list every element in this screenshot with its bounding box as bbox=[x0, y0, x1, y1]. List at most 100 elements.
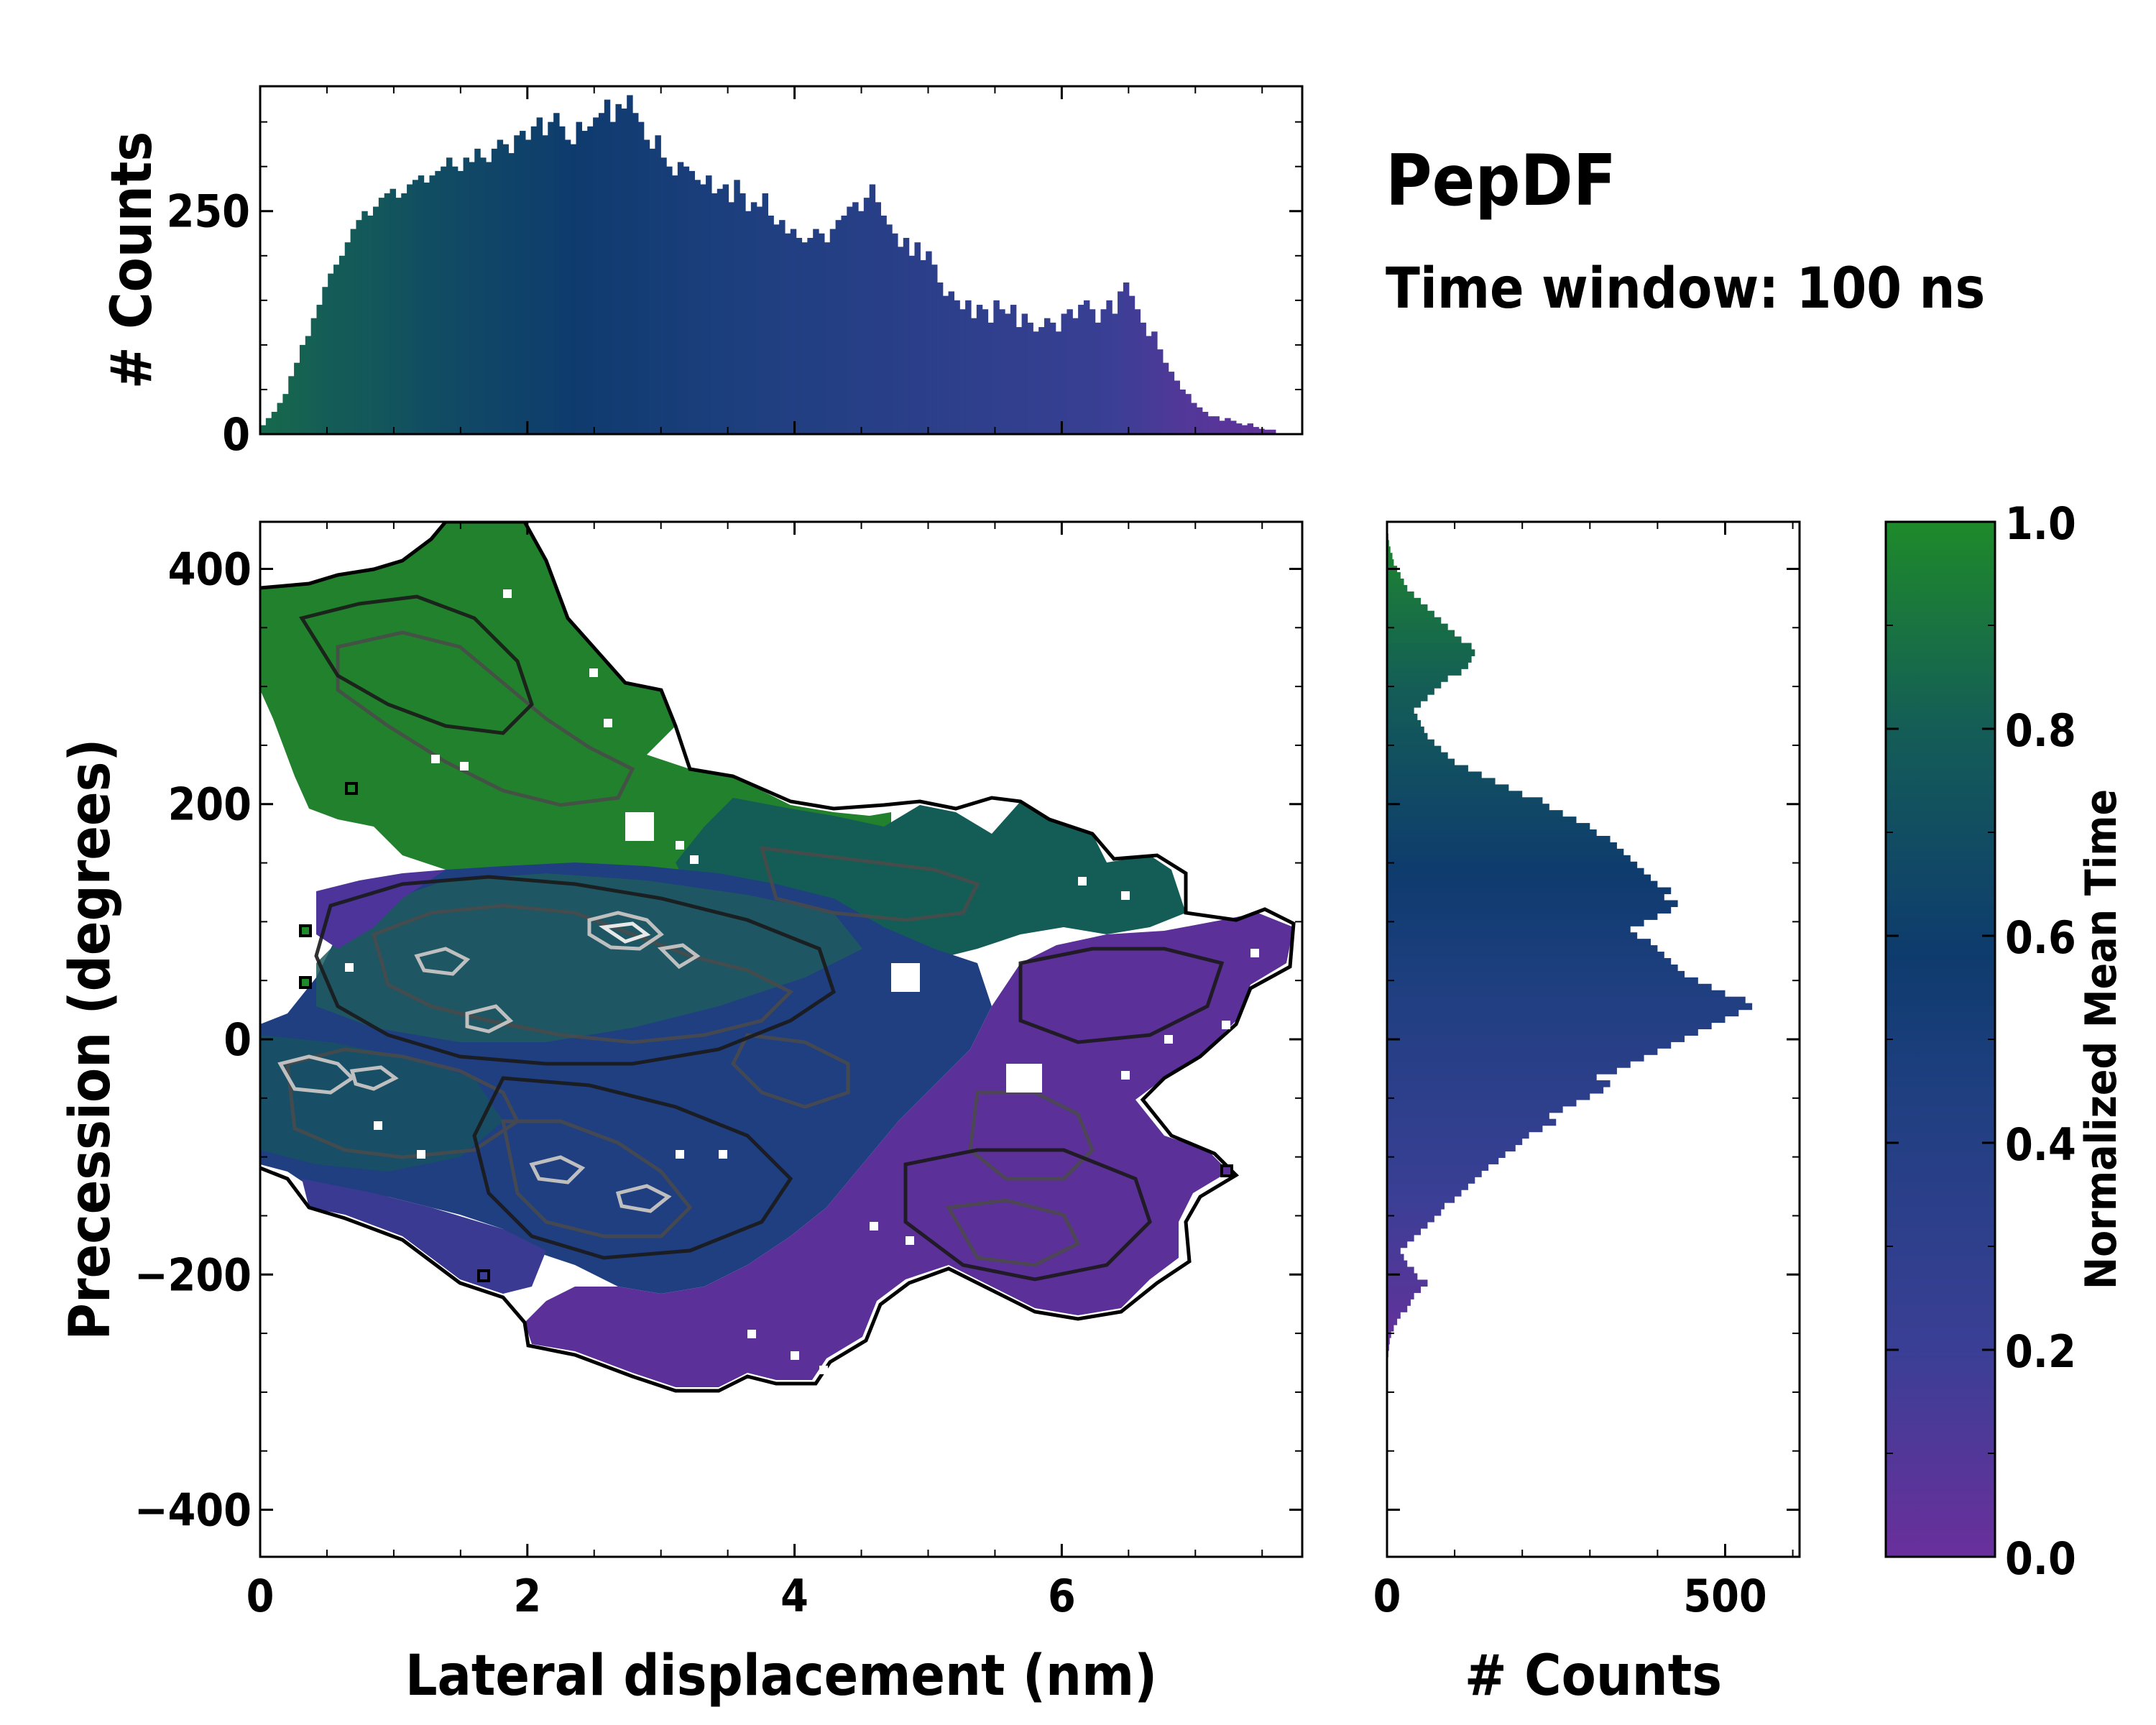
top-histogram-bar bbox=[491, 148, 498, 434]
top-histogram-bar bbox=[1055, 331, 1062, 434]
right-histogram-bar bbox=[1387, 1177, 1475, 1184]
top-histogram-bar bbox=[277, 402, 283, 434]
top-histogram-bar bbox=[548, 121, 554, 434]
top-histogram-bar bbox=[1156, 349, 1164, 434]
right-histogram-bar bbox=[1387, 1260, 1408, 1268]
top-histogram-bar bbox=[367, 215, 374, 434]
main-ytick-label: −200 bbox=[134, 1248, 252, 1301]
top-histogram-bar bbox=[497, 139, 504, 434]
top-histogram-bar bbox=[310, 318, 318, 434]
right-histogram-bar bbox=[1387, 1131, 1529, 1139]
right-histogram-bar bbox=[1387, 1125, 1543, 1133]
right-histogram-bar bbox=[1387, 906, 1672, 914]
top-histogram-bar bbox=[779, 220, 786, 434]
top-histogram-bar bbox=[717, 188, 724, 434]
top-histogram-bar bbox=[384, 193, 391, 434]
top-histogram-bar bbox=[926, 251, 932, 434]
right-histogram-xlabel: # Counts bbox=[1465, 1644, 1722, 1708]
top-histogram-bar bbox=[694, 180, 701, 435]
top-histogram-bar bbox=[931, 264, 938, 434]
right-histogram-bar bbox=[1387, 880, 1658, 888]
top-histogram-bar bbox=[333, 264, 340, 434]
right-histogram-bar bbox=[1387, 1048, 1658, 1055]
right-histogram-bar bbox=[1387, 1286, 1422, 1293]
right-histogram-bar bbox=[1387, 945, 1658, 952]
right-histogram-bar bbox=[1387, 591, 1414, 599]
top-histogram-bar bbox=[1146, 336, 1152, 434]
top-histogram-bar bbox=[1140, 322, 1146, 434]
right-histogram-bar bbox=[1387, 1054, 1644, 1062]
top-histogram-bar bbox=[773, 224, 780, 434]
right-histogram-bar bbox=[1387, 1009, 1739, 1017]
top-histogram-bar bbox=[970, 318, 977, 434]
right-histogram-bar bbox=[1387, 643, 1472, 650]
right-histogram-bar bbox=[1387, 675, 1448, 682]
density-region-lower-fringe bbox=[302, 1179, 546, 1294]
right-histogram-bar bbox=[1387, 1279, 1428, 1287]
top-histogram-bar bbox=[282, 394, 289, 434]
top-histogram-bar bbox=[627, 95, 633, 434]
right-histogram: 0 500 # Counts bbox=[1373, 520, 1801, 1708]
main-ylabel: Precession (degrees) bbox=[58, 739, 123, 1340]
right-histogram-bar bbox=[1387, 797, 1543, 804]
right-histogram-bar bbox=[1387, 1164, 1489, 1171]
top-histogram-bar bbox=[875, 202, 881, 434]
right-histogram-bar bbox=[1387, 732, 1428, 740]
top-histogram-bar bbox=[1196, 407, 1203, 434]
top-histogram-bar bbox=[1213, 416, 1220, 434]
right-histogram-bar bbox=[1387, 784, 1509, 791]
right-histogram-bar bbox=[1387, 1266, 1414, 1274]
top-histogram-bar bbox=[1241, 425, 1248, 434]
right-histogram-bar bbox=[1387, 1183, 1468, 1190]
top-histogram-bar bbox=[807, 237, 814, 434]
top-histogram-bar bbox=[632, 113, 639, 434]
right-histogram-bar bbox=[1387, 1074, 1597, 1081]
top-histogram-bar bbox=[525, 139, 532, 434]
main-xlabel: Lateral displacement (nm) bbox=[405, 1644, 1157, 1708]
empty-bins bbox=[345, 589, 1259, 1374]
right-histogram-bar bbox=[1387, 559, 1394, 566]
top-histogram-bar bbox=[976, 305, 983, 434]
top-histogram-bar bbox=[637, 121, 645, 434]
right-histogram-bar bbox=[1387, 823, 1590, 830]
right-histogram-bar bbox=[1387, 1086, 1604, 1094]
top-histogram-bar bbox=[378, 198, 385, 434]
right-histogram-bar bbox=[1387, 900, 1678, 907]
main-2d-histogram: 0 2 4 6 −400 −200 0 200 400 Lateral displacement… bbox=[58, 520, 1304, 1708]
right-histogram-bar bbox=[1387, 656, 1472, 663]
main-ticks: 0 2 4 6 −400 −200 0 200 400 bbox=[134, 522, 1302, 1622]
top-histogram-bar bbox=[260, 425, 267, 434]
right-histogram-bar bbox=[1387, 688, 1434, 695]
right-histogram-bar bbox=[1387, 1092, 1590, 1100]
main-xtick-label: 2 bbox=[513, 1570, 541, 1622]
top-histogram-bar bbox=[530, 126, 538, 434]
main-ytick-label: −400 bbox=[134, 1484, 252, 1537]
top-histogram-bar bbox=[564, 139, 571, 434]
main-xtick-label: 4 bbox=[780, 1570, 808, 1622]
top-histogram-bars bbox=[260, 95, 1276, 435]
right-histogram-bar bbox=[1387, 952, 1664, 959]
top-histogram-bar bbox=[1123, 282, 1130, 434]
top-histogram-bar bbox=[1264, 429, 1271, 434]
right-histogram-bar bbox=[1387, 1273, 1418, 1281]
outer-contour bbox=[260, 522, 1296, 1393]
top-histogram-bar bbox=[621, 109, 627, 434]
top-histogram-bar bbox=[688, 170, 695, 434]
top-histogram-bar bbox=[1247, 423, 1254, 434]
right-histogram-bar bbox=[1387, 617, 1442, 625]
top-histogram-bar bbox=[593, 117, 599, 434]
right-histogram-bar bbox=[1387, 983, 1712, 991]
top-histogram-bar bbox=[536, 117, 543, 434]
top-histogram-bar bbox=[790, 229, 797, 434]
top-histogram-bar bbox=[441, 166, 447, 434]
right-histogram-bar bbox=[1387, 1202, 1445, 1210]
colorbar-tick-label: 0.8 bbox=[2005, 704, 2076, 757]
top-histogram-bar bbox=[1128, 295, 1135, 434]
right-histogram-bar bbox=[1387, 996, 1746, 1004]
right-histogram-bar bbox=[1387, 1221, 1428, 1229]
right-histogram-bar bbox=[1387, 1105, 1563, 1113]
right-histogram-bar bbox=[1387, 970, 1685, 978]
right-histogram-bar bbox=[1387, 1318, 1398, 1325]
top-histogram-bar bbox=[740, 193, 746, 434]
top-histogram-bar bbox=[338, 255, 346, 434]
